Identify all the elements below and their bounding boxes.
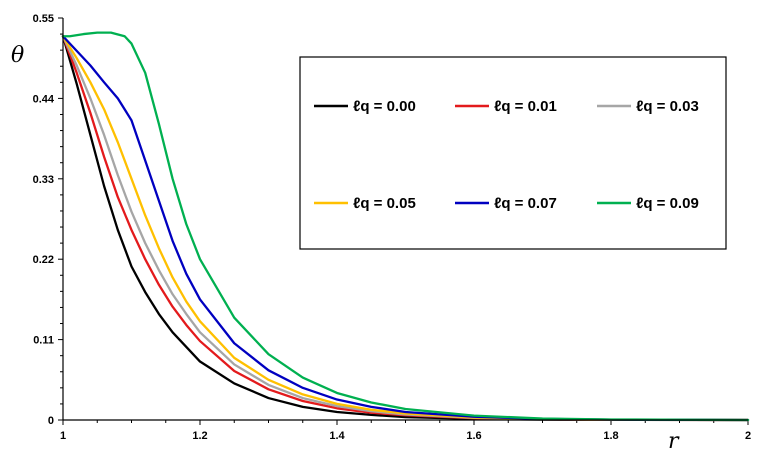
y-tick-label: 0 xyxy=(48,415,54,427)
y-tick-label: 0.55 xyxy=(33,13,54,25)
legend-label: ℓq = 0.00 xyxy=(353,98,416,115)
x-tick-label: 1 xyxy=(60,430,66,442)
tick-labels: 1 1.2 1.4 1.6 1.8 2 0 0.11 0.22 0.33 0.44 0.55 xyxy=(33,13,751,442)
x-axis-title: r xyxy=(668,429,680,454)
series-line xyxy=(61,31,750,422)
y-tick-label: 0.11 xyxy=(33,335,54,347)
legend: ℓq = 0.00 ℓq = 0.01 ℓq = 0.03 ℓq = 0.05 ℓq =… xyxy=(299,56,727,250)
legend-label: ℓq = 0.07 xyxy=(494,195,557,212)
x-tick-label: 1.8 xyxy=(603,430,618,442)
series-line xyxy=(61,35,750,422)
legend-label: ℓq = 0.09 xyxy=(636,195,699,212)
series-lines xyxy=(61,31,750,422)
legend-box xyxy=(299,56,727,250)
y-tick-label: 0.44 xyxy=(33,93,55,105)
x-tick-label: 2 xyxy=(745,430,751,442)
legend-label: ℓq = 0.05 xyxy=(353,195,416,212)
y-tick-label: 0.22 xyxy=(33,254,54,266)
x-tick-label: 1.2 xyxy=(192,430,207,442)
x-tick-label: 1.4 xyxy=(329,430,345,442)
legend-label: ℓq = 0.03 xyxy=(636,98,699,115)
y-tick-label: 0.33 xyxy=(33,174,54,186)
x-tick-label: 1.6 xyxy=(466,430,481,442)
axes xyxy=(62,18,748,421)
y-axis-title: θ xyxy=(11,43,24,68)
legend-label: ℓq = 0.01 xyxy=(494,98,557,115)
